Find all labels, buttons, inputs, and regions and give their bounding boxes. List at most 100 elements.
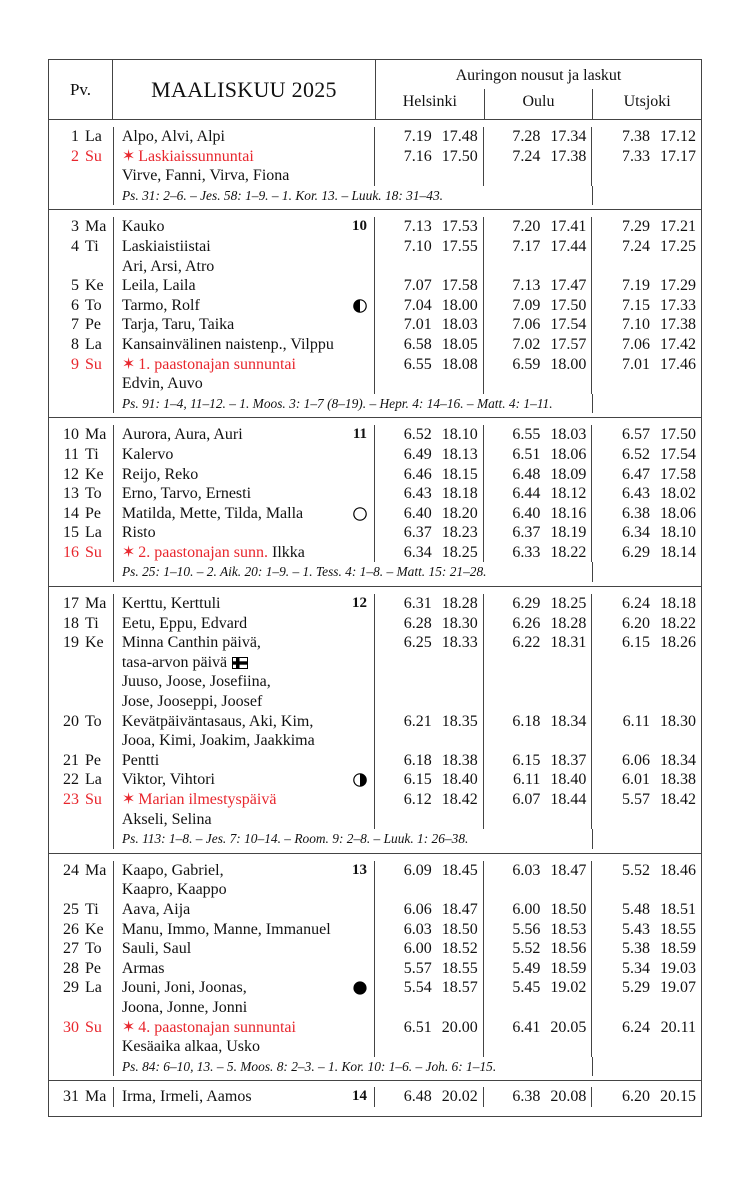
sunset-utsjoki: 18.10: [660, 524, 697, 542]
name-day-text: Minna Canthin päivä,: [122, 633, 374, 653]
week-section: 24 Ma Kaapo, Gabriel, 13 6.09 18.45 6.03 18.47 5…: [49, 854, 701, 1082]
times-oulu: 6.18 18.34: [484, 711, 593, 732]
times-oulu: 6.07 18.44: [484, 790, 593, 810]
names: Ari, Arsi, Atro: [121, 257, 215, 275]
names: Kalervo: [121, 445, 174, 463]
names: Kaapro, Kaappo: [121, 881, 227, 899]
sunset-helsinki: 18.18: [441, 485, 478, 503]
continuation-row: Juuso, Joose, Josefiina,: [49, 672, 701, 693]
name-cell: Edvin, Auvo: [112, 374, 376, 394]
sunrise-utsjoki: 7.33: [622, 147, 651, 165]
times-helsinki: 6.48 20.02: [375, 1087, 484, 1107]
name-cell: Kesäaika alkaa, Usko: [112, 1037, 376, 1057]
day-number: 29: [63, 979, 79, 997]
sunset-helsinki: 17.58: [441, 277, 478, 295]
times-helsinki: [375, 1037, 484, 1057]
sunrise-helsinki: 7.13: [403, 218, 432, 236]
sunrise-utsjoki: 6.20: [622, 1088, 651, 1106]
sunset-oulu: 20.05: [550, 1018, 587, 1036]
times-helsinki: 6.12 18.42: [375, 790, 484, 810]
name-cell: ✶ 2. paastonajan sunn. Ilkka: [112, 542, 376, 563]
times-utsjoki: [592, 1037, 701, 1057]
day-row: 18 Ti Eetu, Eppu, Edvard 6.28 18.30 6.26 18.28…: [49, 613, 701, 634]
names: Jooa, Kimi, Joakim, Jaakkima: [121, 732, 315, 750]
times-utsjoki: [592, 998, 701, 1018]
day-row: 17 Ma Kerttu, Kerttuli 12 6.31 18.28 6.29 18.25…: [49, 594, 701, 614]
sunrise-utsjoki: 7.19: [622, 277, 651, 295]
day-number: 3: [71, 218, 79, 236]
day-cell: 5 Ke: [49, 276, 113, 296]
weekday: Su: [85, 355, 102, 373]
city-oulu: Oulu: [483, 89, 593, 119]
times-utsjoki: 5.34 19.03: [592, 959, 701, 979]
names: Eetu, Eppu, Edvard: [121, 614, 248, 632]
times-helsinki: [375, 652, 484, 673]
sunset-oulu: 18.09: [550, 465, 587, 483]
day-number: 4: [71, 237, 79, 255]
sunset-helsinki: 18.47: [441, 900, 478, 918]
day-row: 19 Ke Minna Canthin päivä, 6.25 18.33 6.22 18.…: [49, 633, 701, 653]
name-day-text: Reijo, Reko: [122, 465, 374, 485]
times-helsinki: [375, 374, 484, 394]
sunrise-utsjoki: 6.34: [622, 524, 651, 542]
times-utsjoki: 6.01 18.38: [592, 770, 701, 790]
day-number: 5: [71, 277, 79, 295]
day-cell: [49, 166, 113, 186]
sunrise-oulu: 7.13: [512, 277, 541, 295]
sunset-helsinki: 18.30: [441, 614, 478, 632]
times-oulu: [484, 1037, 593, 1057]
full-moon-icon: [353, 506, 367, 527]
name-day-text: Manu, Immo, Manne, Immanuel: [122, 920, 374, 940]
sunrise-oulu: 5.45: [512, 979, 541, 997]
times-helsinki: 6.46 18.15: [375, 464, 484, 485]
times-oulu: [484, 166, 593, 186]
name-cell: Akseli, Selina: [112, 809, 376, 830]
names: 4. paastonajan sunnuntai: [138, 1018, 296, 1036]
sunset-utsjoki: 18.55: [660, 920, 697, 938]
name-cell: Ari, Arsi, Atro: [112, 256, 376, 277]
sunrise-helsinki: 6.03: [403, 920, 432, 938]
weekday: Pe: [85, 751, 101, 769]
sunset-utsjoki: 20.15: [660, 1088, 697, 1106]
sunrise-helsinki: 6.12: [403, 791, 432, 808]
name-day-text: Tarmo, Rolf: [122, 296, 374, 316]
day-number: 18: [63, 614, 79, 632]
sunrise-helsinki: 7.19: [403, 128, 432, 145]
times-utsjoki: 5.29 19.07: [592, 978, 701, 998]
times-helsinki: 6.28 18.30: [375, 613, 484, 634]
name-day-text: Kansainvälinen naistenp., Vilppu: [122, 335, 374, 355]
sunset-oulu: 18.47: [550, 861, 587, 879]
day-cell: 16 Su: [49, 543, 113, 563]
names: Akseli, Selina: [121, 810, 212, 828]
times-oulu: [484, 672, 593, 693]
weekday: Ma: [85, 426, 107, 444]
name-cell: Laskiaistiistai: [112, 236, 376, 257]
times-helsinki: 6.49 18.13: [375, 444, 484, 465]
name-cell: Minna Canthin päivä,: [112, 633, 376, 653]
times-utsjoki: [592, 653, 701, 673]
names: Risto: [121, 524, 156, 542]
sunrise-utsjoki: 6.11: [622, 712, 651, 730]
name-cell: ✶ Marian ilmestyspäivä: [112, 790, 376, 810]
times-helsinki: 6.03 18.50: [375, 919, 484, 940]
name-day-text: ✶ Marian ilmestyspäivä: [122, 790, 374, 810]
name-cell: Jooa, Kimi, Joakim, Jaakkima: [112, 731, 376, 751]
name-cell: ✶ 4. paastonajan sunnuntai: [112, 1017, 376, 1038]
weekday: Ma: [85, 595, 107, 613]
times-helsinki: 7.10 17.55: [375, 236, 484, 257]
times-utsjoki: 6.43 18.02: [592, 484, 701, 504]
day-number: 12: [63, 465, 79, 483]
day-cell: [49, 692, 113, 712]
day-number: 13: [63, 485, 79, 503]
times-oulu: 6.44 18.12: [484, 484, 593, 504]
day-row: 14 Pe Matilda, Mette, Tilda, Malla 6.40 18.2…: [49, 503, 701, 527]
sunset-utsjoki: 18.26: [660, 634, 697, 652]
sunrise-oulu: 6.51: [512, 445, 541, 463]
name-day-text: Ari, Arsi, Atro: [122, 257, 374, 277]
sunset-helsinki: 18.45: [441, 861, 478, 879]
sunrise-utsjoki: 5.57: [622, 791, 651, 808]
times-utsjoki: 7.38 17.12: [592, 127, 701, 147]
day-number: 19: [63, 634, 79, 652]
times-utsjoki: 7.01 17.46: [592, 355, 701, 375]
day-row: 13 To Erno, Tarvo, Ernesti 6.43 18.18 6.44 18.…: [49, 484, 701, 504]
